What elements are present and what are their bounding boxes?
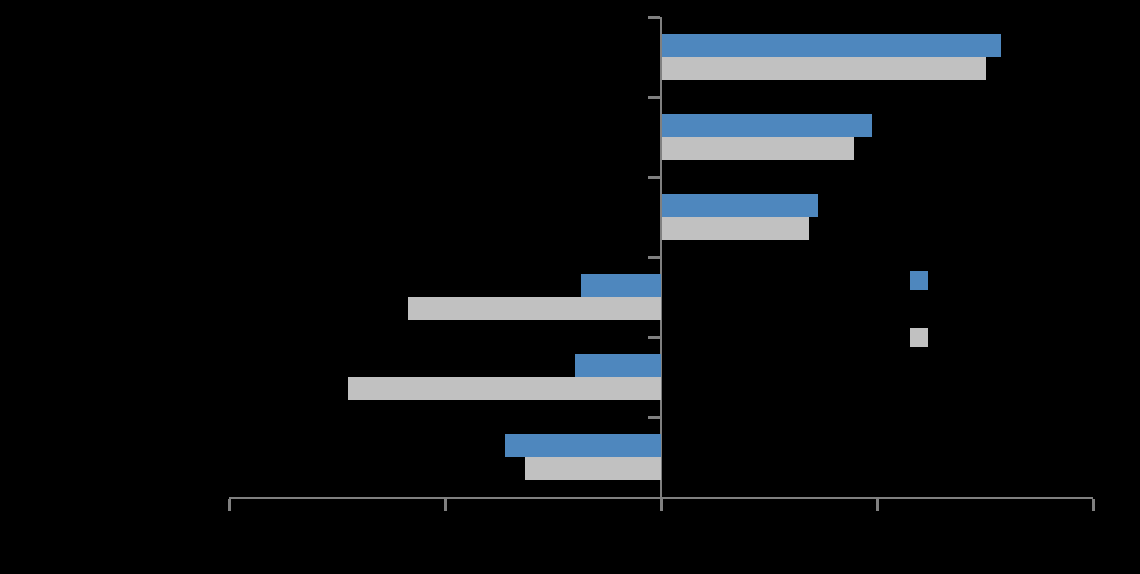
y-axis-tick	[648, 16, 660, 19]
x-axis-line	[229, 497, 1093, 499]
bar-series-1-blue-category-4	[581, 274, 661, 297]
bar-series-2-gray-category-4	[408, 297, 661, 320]
x-axis-tick	[228, 499, 231, 511]
bar-series-1-blue-category-1	[662, 34, 1002, 57]
y-axis-tick	[648, 256, 660, 259]
bar-series-2-gray-category-2	[662, 137, 855, 160]
bar-series-2-gray-category-1	[662, 57, 986, 80]
y-axis-line	[660, 17, 662, 499]
bar-series-1-blue-category-2	[662, 114, 872, 137]
x-axis-tick	[444, 499, 447, 511]
legend-swatch-series-2-gray	[910, 328, 928, 347]
bar-series-1-blue-category-5	[574, 354, 661, 377]
x-axis-tick	[876, 499, 879, 511]
legend-swatch-series-1-blue	[910, 271, 928, 290]
bar-series-1-blue-category-3	[662, 194, 818, 217]
x-axis-tick	[660, 499, 663, 511]
bar-series-2-gray-category-3	[662, 217, 809, 240]
bar-series-2-gray-category-6	[524, 457, 661, 480]
y-axis-tick	[648, 416, 660, 419]
y-axis-tick	[648, 176, 660, 179]
bar-series-2-gray-category-5	[347, 377, 661, 400]
y-axis-tick	[648, 96, 660, 99]
bar-series-1-blue-category-6	[505, 434, 661, 457]
x-axis-tick	[1092, 499, 1095, 511]
y-axis-tick	[648, 336, 660, 339]
